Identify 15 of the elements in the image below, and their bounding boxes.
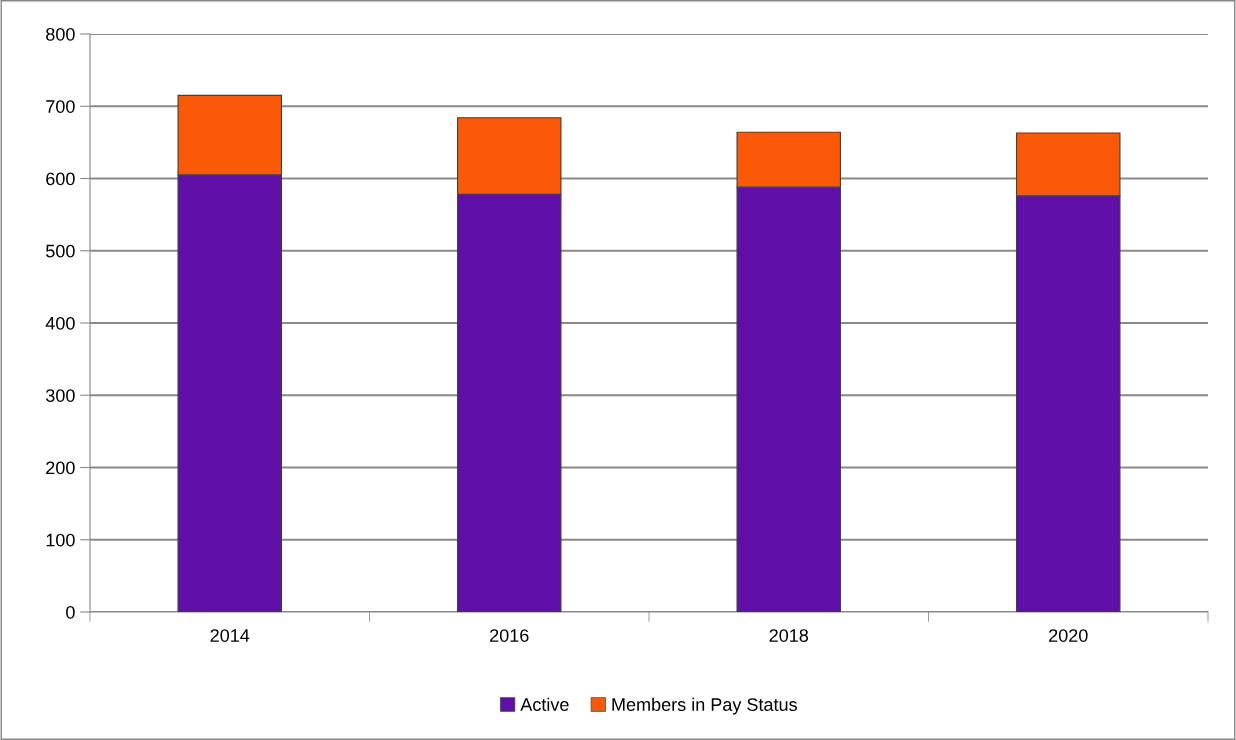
y-tick-label: 800 bbox=[46, 27, 75, 41]
y-tick-label: 500 bbox=[46, 244, 75, 258]
y-tick-label: 700 bbox=[46, 100, 75, 113]
x-tick-label: 2014 bbox=[210, 629, 250, 642]
y-tick-label: 0 bbox=[66, 605, 75, 619]
y-tick-label: 300 bbox=[45, 389, 75, 402]
y-tick-label: 400 bbox=[45, 316, 75, 330]
y-tick-label: 200 bbox=[46, 461, 75, 475]
x-tick-label: 2018 bbox=[769, 629, 809, 642]
y-tick-label: 100 bbox=[46, 533, 75, 547]
x-tick-label: 2016 bbox=[490, 629, 529, 642]
legend-label: Active bbox=[520, 697, 569, 711]
y-tick-label: 600 bbox=[46, 172, 75, 186]
x-tick-label: 2020 bbox=[1049, 629, 1088, 642]
legend-label: Members in Pay Status bbox=[612, 697, 797, 715]
